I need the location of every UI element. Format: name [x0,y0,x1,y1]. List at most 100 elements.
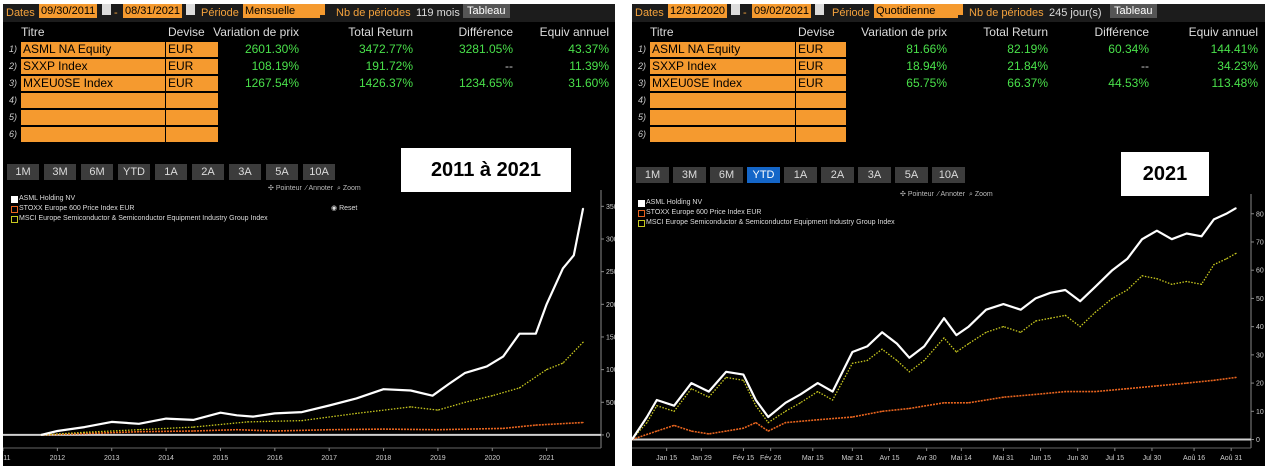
security-title-field[interactable] [21,93,165,108]
table-row[interactable]: 3) MXEU0SE Index EUR 65.75% 66.37% 44.53% 113.… [632,75,1265,92]
period-button-1m[interactable]: 1M [636,167,669,183]
currency-field[interactable]: EUR [166,42,218,57]
table-row[interactable]: 2) SXXP Index EUR 18.94% 21.84% -- 34.23% [632,58,1265,75]
legend-item[interactable]: STOXX Europe 600 Price Index EUR [11,204,268,214]
security-title-field[interactable] [21,127,165,142]
period-button-5a[interactable]: 5A [895,167,928,183]
start-date-field[interactable]: 12/31/2020 [668,4,728,18]
period-button-2a[interactable]: 2A [821,167,854,183]
data-point [1079,300,1081,302]
end-date-field[interactable]: 08/31/2021 [123,4,183,18]
table-row[interactable]: 4) [3,92,615,109]
table-row[interactable]: 3) MXEU0SE Index EUR 1267.54% 1426.37% 1234.6… [3,75,615,92]
reset-button[interactable]: ◉ Reset [331,205,358,212]
data-point [673,405,675,407]
security-title-field[interactable] [650,110,795,125]
total-return-value: 21.84% [1007,59,1048,73]
data-point [236,429,238,431]
currency-field[interactable] [796,110,846,125]
col-title: Titre [21,25,45,39]
period-button-2a[interactable]: 2A [192,164,224,180]
start-calendar-icon[interactable] [102,4,111,15]
security-title-field[interactable]: MXEU0SE Index [650,76,795,91]
period-button-10a[interactable]: 10A [303,164,335,180]
period-button-1m[interactable]: 1M [7,164,39,180]
currency-field[interactable] [796,93,846,108]
legend-item[interactable]: ASML Holding NV [11,194,268,204]
period-select[interactable]: Mensuelle [243,4,320,18]
period-button-3a[interactable]: 3A [858,167,891,183]
data-point [923,359,925,362]
series-line-0 [40,208,585,436]
annotate-tool[interactable]: ⁄ Annoter [937,191,966,198]
start-calendar-icon[interactable] [731,4,740,15]
security-title-field[interactable]: ASML NA Equity [650,42,795,57]
currency-field[interactable] [166,127,218,142]
pointer-tool[interactable]: ✣ Pointeur [268,185,302,192]
security-title-field[interactable] [21,110,165,125]
table-row[interactable]: 1) ASML NA Equity EUR 2601.30% 3472.77% 3281.… [3,41,615,58]
period-button-5a[interactable]: 5A [266,164,298,180]
security-title-field[interactable]: MXEU0SE Index [21,76,165,91]
period-button-3m[interactable]: 3M [673,167,706,183]
table-row[interactable]: 4) [632,92,1265,109]
legend-item[interactable]: STOXX Europe 600 Price Index EUR [638,208,895,218]
currency-field[interactable] [796,127,846,142]
table-row[interactable]: 5) [3,109,615,126]
table-row[interactable]: 2) SXXP Index EUR 108.19% 191.72% -- 11.39% [3,58,615,75]
security-title-field[interactable]: SXXP Index [21,59,165,74]
period-button-10a[interactable]: 10A [932,167,965,183]
table-row[interactable]: 1) ASML NA Equity EUR 81.66% 82.19% 60.34% 144… [632,41,1265,58]
period-dropdown-icon[interactable] [954,4,963,15]
zoom-tool[interactable]: ⌕ Zoom [336,185,361,192]
data-point [784,422,787,424]
table-row[interactable]: 5) [632,109,1265,126]
security-title-field[interactable] [650,93,795,108]
security-title-field[interactable]: SXXP Index [650,59,795,74]
period-dropdown-icon[interactable] [316,4,325,15]
period-select[interactable]: Quotidienne [874,4,958,18]
y-tick-label: 2000 [606,302,615,309]
currency-field[interactable] [166,93,218,108]
currency-field[interactable]: EUR [796,42,846,57]
table-row[interactable]: 6) [632,126,1265,143]
total-return-value: 1426.37% [358,76,413,90]
legend-item[interactable]: ASML Holding NV [638,198,895,208]
security-title-field[interactable]: ASML NA Equity [21,42,165,57]
legend-item[interactable]: MSCI Europe Semiconductor & Semiconducto… [11,214,268,224]
period-button-3m[interactable]: 3M [44,164,76,180]
currency-field[interactable] [166,110,218,125]
period-button-6m[interactable]: 6M [81,164,113,180]
data-point [1079,326,1081,328]
zoom-tool[interactable]: ⌕ Zoom [968,191,993,198]
currency-field[interactable]: EUR [796,59,846,74]
table-button[interactable]: Tableau [463,4,510,18]
table-button[interactable]: Tableau [1110,4,1157,18]
end-calendar-icon[interactable] [186,4,195,15]
end-date-field[interactable]: 09/02/2021 [752,4,812,18]
table-row[interactable]: 6) [3,126,615,143]
start-date-field[interactable]: 09/30/2011 [39,4,98,18]
period-button-3a[interactable]: 3A [229,164,261,180]
currency-field[interactable]: EUR [796,76,846,91]
period-button-ytd[interactable]: YTD [118,164,150,180]
annotate-tool[interactable]: ⁄ Annoter [305,185,334,192]
col-annual: Equiv annuel [1188,25,1258,39]
currency-field[interactable]: EUR [166,76,218,91]
period-button-6m[interactable]: 6M [710,167,743,183]
period-button-1a[interactable]: 1A [155,164,187,180]
total-return-value: 82.19% [1007,42,1048,56]
period-button-ytd[interactable]: YTD [747,167,780,183]
period-button-1a[interactable]: 1A [784,167,817,183]
pointer-tool[interactable]: ✣ Pointeur [900,191,934,198]
data-point [301,420,303,422]
legend-item[interactable]: MSCI Europe Semiconductor & Semiconducto… [638,218,895,228]
x-tick-label: 2016 [267,455,283,462]
data-point [355,412,357,414]
currency-field[interactable]: EUR [166,59,218,74]
data-point [673,410,675,412]
end-calendar-icon[interactable] [815,4,824,15]
data-point [646,416,648,418]
data-point [742,427,744,429]
security-title-field[interactable] [650,127,795,142]
